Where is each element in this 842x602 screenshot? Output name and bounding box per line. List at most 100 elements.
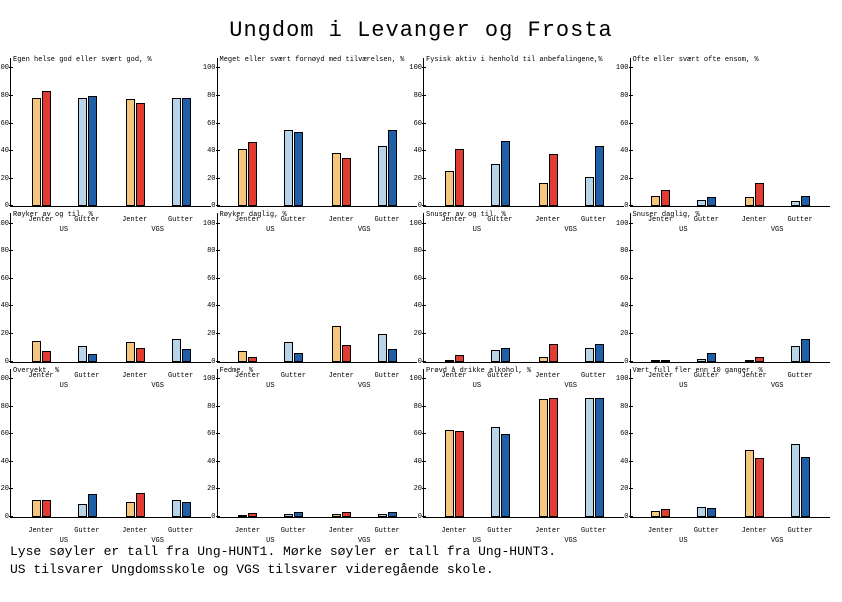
y-tick-label: 80 (613, 247, 629, 255)
bar (342, 512, 351, 517)
bar (745, 450, 754, 517)
bar (248, 142, 257, 206)
bar-group (745, 450, 764, 517)
y-tick-label: 20 (200, 485, 216, 493)
bar (294, 353, 303, 362)
y-tick-label: 80 (0, 92, 9, 100)
bar (294, 132, 303, 206)
chart-title: Prøvd å drikke alkohol, % (426, 367, 531, 375)
x-group-label: Gutter (74, 527, 99, 535)
y-tick-label: 80 (0, 247, 9, 255)
bar (388, 130, 397, 207)
y-tick-label: 0 (200, 202, 216, 210)
bar (801, 196, 810, 206)
footer-line1: Lyse søyler er tall fra Ung-HUNT1. Mørke… (10, 543, 832, 561)
chart-title: Meget eller svært fornøyd med tilværelse… (220, 56, 405, 64)
chart-panel: Snuser av og til, %020406080100JenterGut… (423, 213, 624, 362)
plot-area (424, 223, 624, 361)
x-section-label: VGS (564, 537, 577, 545)
bar (32, 341, 41, 361)
bar (136, 493, 145, 517)
bar (378, 514, 387, 517)
y-tick-label: 0 (0, 513, 9, 521)
bar-group (378, 512, 397, 517)
bar (445, 171, 454, 207)
bar (585, 348, 594, 362)
y-tick-label: 20 (613, 485, 629, 493)
bar (539, 183, 548, 206)
bar-group (445, 355, 464, 361)
bar (182, 98, 191, 207)
bar-group (378, 334, 397, 362)
bar (651, 360, 660, 362)
chart-title: Snuser av og til, % (426, 211, 506, 219)
y-tick-label: 40 (406, 458, 422, 466)
chart-panel: Røyker daglig, %020406080100JenterGutter… (217, 213, 418, 362)
bar (238, 351, 247, 361)
bar (378, 146, 387, 206)
y-tick-label: 20 (406, 330, 422, 338)
chart-panel: Fedme, %020406080100JenterGutterJenterGu… (217, 369, 418, 518)
bar (585, 398, 594, 517)
y-tick-label: 0 (613, 513, 629, 521)
y-tick-label: 40 (406, 147, 422, 155)
bar (182, 349, 191, 362)
bar (42, 500, 51, 517)
bar (342, 345, 351, 362)
x-section-label: US (60, 537, 68, 545)
x-group-label: Jenter (535, 527, 560, 535)
chart-title: Fedme, % (220, 367, 254, 375)
plot-area (218, 223, 418, 361)
x-group-label: Gutter (787, 527, 812, 535)
chart-title: Røyker av og til, % (13, 211, 93, 219)
bar (697, 200, 706, 206)
bar-group (491, 348, 510, 362)
bar-group (32, 500, 51, 517)
bar (651, 511, 660, 517)
plot-area (424, 379, 624, 517)
bar (238, 515, 247, 517)
bar (388, 349, 397, 362)
y-tick-label: 60 (613, 120, 629, 128)
bar-group (791, 196, 810, 206)
bar (248, 357, 257, 362)
y-tick-label: 20 (0, 175, 9, 183)
x-group-label: Jenter (329, 527, 354, 535)
bar-group (172, 339, 191, 362)
y-tick-label: 40 (0, 302, 9, 310)
y-tick-label: 60 (200, 120, 216, 128)
y-tick-label: 0 (613, 202, 629, 210)
bar (549, 154, 558, 206)
bar (172, 500, 181, 517)
bar (539, 399, 548, 517)
bar (755, 357, 764, 362)
bar (745, 197, 754, 206)
bar (172, 98, 181, 207)
bar-group (745, 357, 764, 362)
y-tick-label: 100 (0, 375, 9, 383)
y-tick-label: 60 (406, 275, 422, 283)
bar (172, 339, 181, 362)
bar (755, 458, 764, 517)
y-tick-label: 80 (613, 403, 629, 411)
bar (491, 164, 500, 206)
y-tick-label: 100 (613, 64, 629, 72)
bar (661, 509, 670, 517)
bar (595, 146, 604, 206)
bar (661, 190, 670, 207)
bar-group (791, 339, 810, 362)
y-tick-label: 100 (200, 64, 216, 72)
bar (501, 141, 510, 206)
bar (707, 197, 716, 206)
plot-area (218, 379, 418, 517)
bar (284, 130, 293, 207)
bar (707, 508, 716, 517)
chart-panel: Meget eller svært fornøyd med tilværelse… (217, 58, 418, 207)
bar-group (585, 344, 604, 362)
y-tick-label: 60 (200, 275, 216, 283)
x-group-label: Gutter (581, 527, 606, 535)
x-group-label: Gutter (374, 527, 399, 535)
chart-panel: Prøvd å drikke alkohol, %020406080100Jen… (423, 369, 624, 518)
bar (332, 153, 341, 207)
y-tick-label: 0 (0, 202, 9, 210)
